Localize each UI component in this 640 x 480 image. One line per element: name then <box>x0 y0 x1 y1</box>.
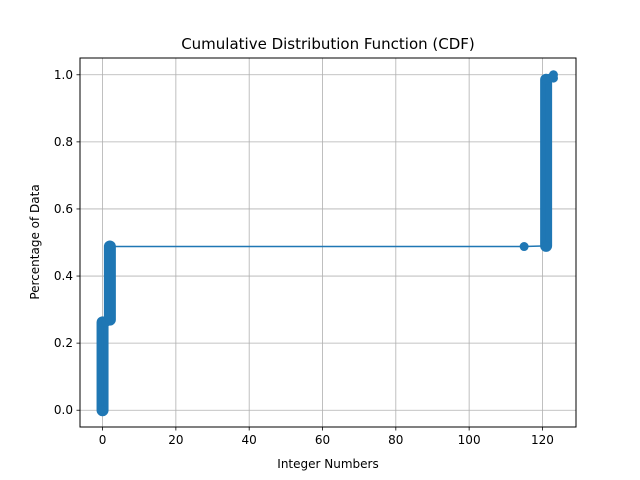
cdf-line <box>101 74 555 411</box>
y-axis-ticks: 0.0 0.2 0.4 0.6 0.8 1.0 <box>54 68 80 417</box>
y-tick-label: 0.4 <box>54 269 73 283</box>
x-tick-label: 20 <box>168 433 183 447</box>
y-tick-label: 0.6 <box>54 202 73 216</box>
y-axis-label: Percentage of Data <box>28 184 42 299</box>
cdf-point <box>105 315 115 325</box>
x-tick-label: 60 <box>315 433 330 447</box>
y-tick-label: 0.8 <box>54 135 73 149</box>
x-tick-label: 0 <box>99 433 107 447</box>
y-tick-label: 0.0 <box>54 403 73 417</box>
x-tick-label: 120 <box>531 433 554 447</box>
x-axis-ticks: 0 20 40 60 80 100 120 <box>99 427 554 447</box>
grid-lines <box>80 58 576 427</box>
cdf-point <box>548 70 558 80</box>
y-tick-label: 0.2 <box>54 336 73 350</box>
x-tick-label: 100 <box>458 433 481 447</box>
x-axis-label: Integer Numbers <box>277 457 378 471</box>
chart-title: Cumulative Distribution Function (CDF) <box>181 35 475 53</box>
y-tick-label: 1.0 <box>54 68 73 82</box>
cdf-point <box>98 405 108 415</box>
x-tick-label: 80 <box>388 433 403 447</box>
plot-frame <box>79 57 577 428</box>
plot-series <box>96 70 558 417</box>
cdf-point <box>519 242 529 252</box>
cdf-point <box>541 241 551 251</box>
cdf-point <box>105 242 115 252</box>
x-tick-label: 40 <box>242 433 257 447</box>
